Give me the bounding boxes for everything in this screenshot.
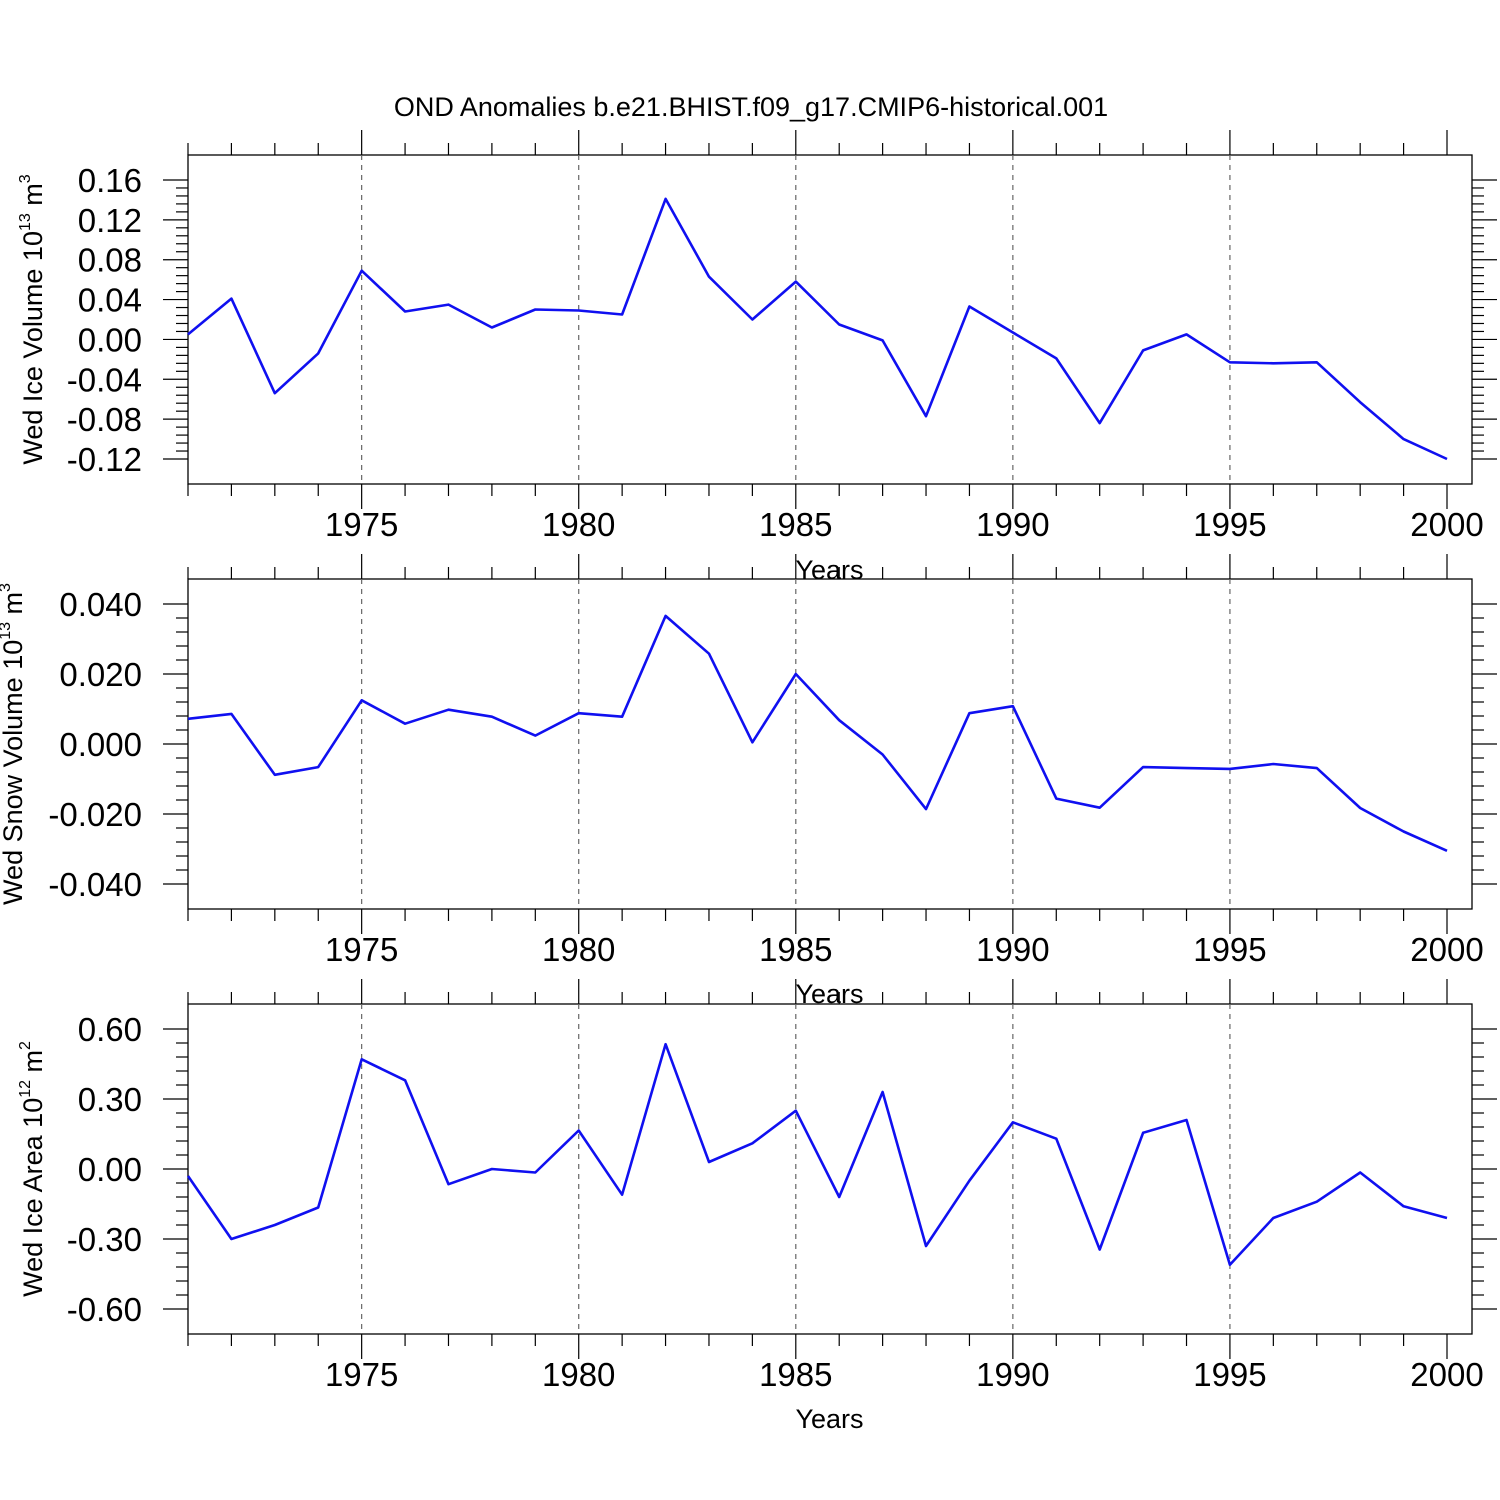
y-axis-label: Wed Ice Area 1012 m2 [17,1041,48,1297]
plot-frame [187,578,1473,910]
x-tick-label: 1995 [1193,1356,1266,1393]
x-axis-label: Years [795,1404,863,1434]
panel-1: 0.160.120.080.040.00-0.04-0.08-0.12 1975 1… [17,130,1497,585]
plot-frame [187,154,1473,485]
x-tick-label: 1990 [976,1356,1049,1393]
x-tick-label: 2000 [1410,506,1483,543]
series-line [186,1042,1448,1266]
x-tick-label: 1975 [325,931,398,968]
y-tick-label: 0.040 [59,586,142,623]
plot-frame [187,1003,1473,1335]
y-axis-label: Wed Snow Volume 1013 m3 [0,583,28,905]
x-axis-label: Years [795,555,863,585]
y-tick-label: 0.00 [78,1151,142,1188]
chart-title: OND Anomalies b.e21.BHIST.f09_g17.CMIP6-… [394,92,1108,122]
x-tick-label: 1985 [759,931,832,968]
x-tick-label: 1985 [759,506,832,543]
y-axis-label: Wed Ice Volume 1013 m3 [17,174,48,464]
y-tick-label: 0.16 [78,162,142,199]
series-line [187,614,1448,852]
x-tick-label: 1990 [976,506,1049,543]
x-tick-label: 1980 [542,506,615,543]
x-tick-label: 1980 [542,931,615,968]
y-tick-label: 0.08 [78,242,142,279]
y-tick-label: -0.12 [67,441,142,478]
series-line [187,197,1448,461]
y-tick-label: 0.60 [78,1011,142,1048]
x-tick-label: 1995 [1193,931,1266,968]
x-tick-label: 1980 [542,1356,615,1393]
x-tick-label: 1990 [976,931,1049,968]
y-tick-label: 0.000 [59,726,142,763]
y-tick-label: 0.12 [78,202,142,239]
panel-2: 0.040 0.020 0.000 -0.020 -0.040 1975 1980 1985 1… [0,554,1497,1009]
y-tick-label: -0.30 [67,1221,142,1258]
x-tick-label: 1975 [325,506,398,543]
x-tick-label: 1975 [325,1356,398,1393]
y-tick-label: 0.30 [78,1081,142,1118]
y-tick-label: 0.04 [78,282,142,319]
y-tick-label: -0.020 [48,796,142,833]
x-tick-label: 1995 [1193,506,1266,543]
x-tick-label: 2000 [1410,931,1483,968]
y-tick-label: -0.040 [48,866,142,903]
y-tick-label: 0.020 [59,656,142,693]
y-tick-label: -0.60 [67,1291,142,1328]
y-tick-label: -0.08 [67,401,142,438]
panel-3: 0.60 0.30 0.00 -0.30 -0.60 1975 1980 1985 1990 19… [17,979,1497,1434]
y-tick-label: 0.00 [78,321,142,358]
x-tick-label: 2000 [1410,1356,1483,1393]
x-tick-label: 1985 [759,1356,832,1393]
y-tick-label: -0.04 [67,361,142,398]
